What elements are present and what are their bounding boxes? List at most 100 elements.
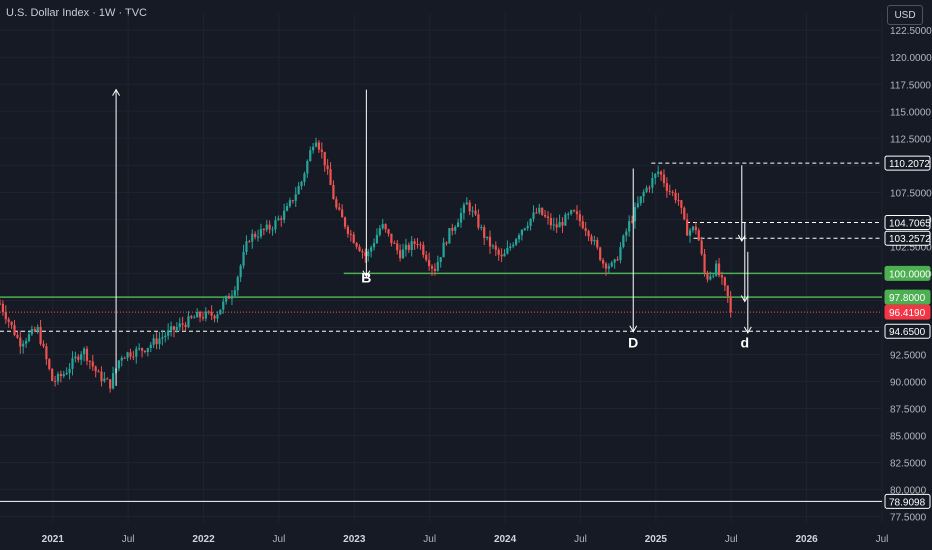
candle-body [39,326,42,344]
candle-body [512,244,515,247]
candle-body [306,160,309,174]
candle-body [520,229,523,236]
candle-body [271,229,274,231]
candle-body [448,228,451,244]
x-tick-label: 2022 [192,534,215,545]
candle-body [349,233,352,235]
candle-body [575,211,579,215]
candle-body [355,243,358,247]
candle-body [135,348,138,357]
candle-body [535,212,538,214]
arrow-head [740,295,749,303]
candle-body [686,219,689,236]
candle-body [703,254,706,273]
arrows[interactable] [112,88,752,386]
candle-body [285,206,289,211]
candle-body [343,217,347,227]
price-tag [884,215,931,231]
candle-body [0,303,2,305]
candle-body [457,222,460,227]
candle-body [375,234,379,244]
candle-body [726,285,729,297]
candle-body [184,324,187,327]
price-tag [884,155,931,171]
candle-body [314,142,318,147]
candle-body [312,146,315,151]
candle-body [601,260,605,264]
candle-body [138,348,141,350]
candle-body [494,245,497,250]
candle-body [428,260,431,267]
candle-body [659,171,663,175]
arrow-head [737,234,746,242]
candle-body [636,203,639,208]
candle-body [259,229,263,237]
candle-body [288,200,292,207]
candle-body [384,224,387,230]
price-tag [884,230,931,246]
x-tick-label: Jul [574,534,587,545]
candle-body [42,343,45,347]
candle-body [503,253,506,257]
candle-body [36,326,39,332]
candle-body [657,171,660,175]
x-tick-label: Jul [876,534,889,545]
x-tick-label: Jul [273,534,286,545]
candle-body [433,268,437,271]
candle-body [245,241,248,252]
candle-body [140,348,144,351]
currency-button[interactable]: USD [887,5,923,25]
candle-body [143,350,147,352]
horizontal-levels[interactable] [0,162,882,502]
candle-body [227,296,231,299]
candle-body [45,346,48,360]
candle-body [248,241,251,243]
candle-body [619,247,622,261]
candle-body [538,207,541,213]
y-tick-label: 77.5000 [890,513,927,524]
candle-body [242,251,245,266]
candle-body [677,200,680,202]
candle-body [213,315,216,319]
x-tick-label: 2024 [494,534,517,545]
candle-body [155,338,158,345]
candle-body [161,337,164,339]
candle-body [7,319,10,322]
candle-body [239,265,242,278]
candle-body [651,178,654,188]
candle-body [564,214,567,226]
candle-body [370,247,373,252]
candle-body [68,368,71,373]
candle-body [51,368,54,382]
candle-body [465,202,468,205]
time-axis[interactable]: 2021 Jul 2022 Jul 2023 Jul 2024 Jul 2025 Jul 2026 J… [42,534,889,545]
y-tick-label: 85.0000 [890,432,927,443]
candle-body [22,343,25,347]
annotation-label: d [741,334,750,350]
candle-body [372,243,376,248]
candle-body [665,183,668,191]
candle-body [668,190,671,192]
candle-body [132,356,135,358]
candle-body [53,381,57,383]
candle-body [459,213,463,223]
candle-body [207,311,210,313]
candle-body [129,352,132,357]
candle-body [187,316,190,327]
candle-body [454,226,457,231]
y-tick-label: 107.5000 [890,188,932,199]
candle-body [24,340,28,344]
candle-body [474,210,477,215]
candle-body [526,226,529,229]
candle-body [451,228,454,231]
candle-body [712,275,715,277]
candle-body [256,236,260,238]
candle-body [471,210,474,212]
candle-body [323,151,326,166]
candle-body [625,231,628,236]
candle-body [694,226,697,231]
price-tag-label: 94.6500 [889,327,926,338]
candle-body [233,290,236,296]
candle-body [251,233,254,242]
